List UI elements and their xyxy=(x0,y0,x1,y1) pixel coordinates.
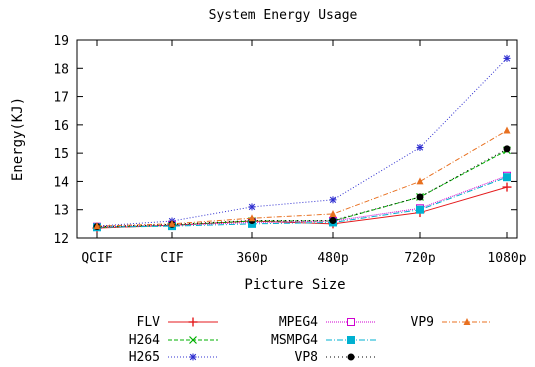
legend-item: MPEG4 xyxy=(279,315,376,330)
x-tick-label: 360p xyxy=(236,251,267,266)
data-point xyxy=(248,214,256,222)
data-point xyxy=(188,317,198,327)
series-vp8 xyxy=(93,145,511,231)
axis-ticks: 12 13 14 15 16 17 18 19 QCIF CIF 360p 480p 720p 1080p xyxy=(53,34,526,266)
chart-title: System Energy Usage xyxy=(209,8,358,23)
x-tick-label: 480p xyxy=(317,251,348,266)
y-tick-label: 19 xyxy=(53,34,69,49)
data-point xyxy=(463,318,471,325)
legend-item: H264 xyxy=(129,333,218,348)
x-tick-label: QCIF xyxy=(81,251,112,266)
series-line xyxy=(96,175,508,228)
data-point xyxy=(416,205,424,214)
series-vp9 xyxy=(93,126,511,230)
data-point xyxy=(329,216,337,224)
data-point xyxy=(503,173,511,182)
legend: FLV H264 H265 MPEG4 MSMPG4 VP8 VP9 xyxy=(129,315,492,365)
legend-label: FLV xyxy=(137,315,161,330)
data-point xyxy=(248,203,256,211)
legend-label: MSMPG4 xyxy=(271,333,318,348)
y-tick-label: 14 xyxy=(53,175,69,190)
y-tick-label: 17 xyxy=(53,91,69,106)
series-line xyxy=(96,176,508,228)
legend-label: H264 xyxy=(129,333,160,348)
y-tick-label: 18 xyxy=(53,62,69,77)
data-point xyxy=(416,143,424,151)
y-axis-label: Energy(KJ) xyxy=(10,97,26,181)
series-layer xyxy=(92,54,512,233)
data-point xyxy=(503,145,511,153)
x-axis-label: Picture Size xyxy=(244,277,345,293)
series-line xyxy=(96,58,508,227)
y-tick-label: 12 xyxy=(53,232,69,247)
series-h264 xyxy=(93,146,511,232)
data-point xyxy=(502,182,512,192)
data-point xyxy=(347,353,355,361)
series-line xyxy=(96,186,508,229)
series-line xyxy=(96,149,508,228)
data-point xyxy=(503,126,511,134)
series-line xyxy=(96,130,508,227)
legend-item: FLV xyxy=(137,315,218,330)
data-point xyxy=(93,222,101,230)
data-point xyxy=(329,196,337,204)
plot-frame xyxy=(76,39,518,239)
x-tick-label: 720p xyxy=(404,251,435,266)
data-point xyxy=(416,177,424,185)
data-point xyxy=(347,318,355,326)
series-h265 xyxy=(93,54,511,230)
data-point xyxy=(189,353,197,361)
legend-item: VP8 xyxy=(295,350,376,365)
x-tick-label: CIF xyxy=(160,251,184,266)
legend-label: H265 xyxy=(129,350,160,365)
legend-label: VP8 xyxy=(295,350,318,365)
y-tick-label: 13 xyxy=(53,204,69,219)
y-tick-label: 15 xyxy=(53,147,69,162)
legend-label: VP9 xyxy=(411,315,434,330)
x-tick-label: 1080p xyxy=(487,251,526,266)
data-point xyxy=(416,193,424,201)
legend-item: H265 xyxy=(129,350,218,365)
legend-label: MPEG4 xyxy=(279,315,318,330)
data-point xyxy=(168,219,176,227)
data-point xyxy=(329,209,337,217)
legend-item: MSMPG4 xyxy=(271,333,376,348)
legend-item: VP9 xyxy=(411,315,492,330)
y-tick-label: 16 xyxy=(53,119,69,134)
data-point xyxy=(503,54,511,62)
data-point xyxy=(347,336,355,344)
data-point xyxy=(189,336,197,344)
series-line xyxy=(96,148,508,228)
